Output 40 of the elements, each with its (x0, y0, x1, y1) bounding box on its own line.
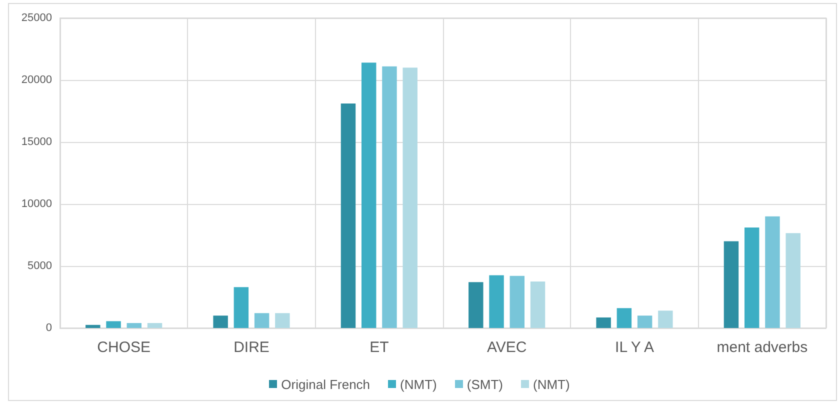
y-tick-label: 5000 (28, 260, 52, 272)
y-tick-label: 25000 (21, 12, 52, 24)
legend-label: (NMT) (400, 376, 437, 392)
bar (147, 323, 162, 328)
bar (234, 287, 249, 328)
bar (616, 308, 632, 328)
y-tick-label: 15000 (21, 136, 52, 148)
bar (744, 228, 760, 328)
bar (530, 282, 546, 328)
y-tick-label: 10000 (21, 198, 52, 210)
bar (765, 216, 780, 328)
bar (786, 233, 800, 328)
legend-label: Original French (281, 376, 370, 392)
x-tick-label: IL Y A (615, 339, 654, 356)
x-tick-label: ment adverbs (716, 339, 808, 356)
x-tick-label: ET (370, 339, 389, 356)
x-tick-label: CHOSE (97, 339, 151, 356)
bar (402, 68, 418, 328)
bar (106, 321, 121, 328)
bar (724, 241, 739, 328)
bar (596, 317, 611, 328)
bar (510, 276, 525, 328)
bar (361, 62, 376, 328)
bar (213, 316, 228, 328)
legend-label: (SMT) (466, 376, 503, 392)
x-tick-label: DIRE (234, 339, 270, 356)
bar (86, 324, 100, 328)
bar (489, 275, 504, 328)
x-tick-label: AVEC (486, 339, 527, 356)
bar (275, 313, 290, 328)
bar (126, 323, 142, 328)
y-tick-label: 0 (46, 322, 52, 334)
y-tick-label: 20000 (21, 74, 52, 86)
bar (637, 316, 652, 328)
bar (340, 104, 356, 328)
bar (468, 282, 484, 328)
bar (658, 310, 673, 328)
bar (254, 313, 270, 328)
legend-label: (NMT) (532, 376, 570, 392)
bar (382, 66, 397, 328)
